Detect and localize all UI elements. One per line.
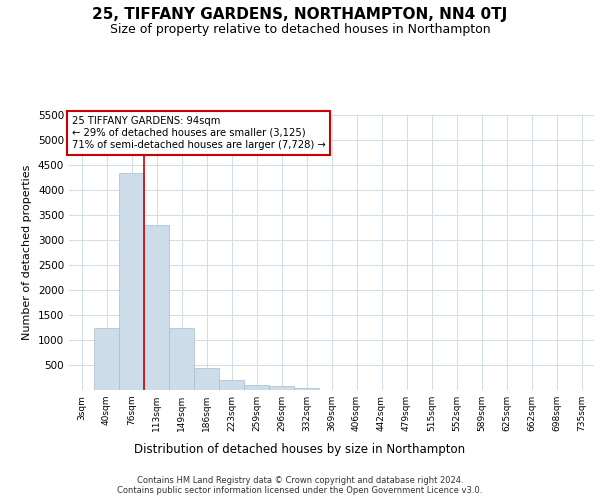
- Bar: [169, 328, 194, 390]
- Text: Size of property relative to detached houses in Northampton: Size of property relative to detached ho…: [110, 22, 490, 36]
- Bar: [119, 172, 144, 390]
- Bar: [194, 368, 219, 390]
- Text: Distribution of detached houses by size in Northampton: Distribution of detached houses by size …: [134, 442, 466, 456]
- Text: 25 TIFFANY GARDENS: 94sqm
← 29% of detached houses are smaller (3,125)
71% of se: 25 TIFFANY GARDENS: 94sqm ← 29% of detac…: [71, 116, 325, 150]
- Y-axis label: Number of detached properties: Number of detached properties: [22, 165, 32, 340]
- Bar: [269, 386, 294, 390]
- Bar: [244, 385, 269, 390]
- Bar: [294, 388, 319, 390]
- Bar: [94, 328, 119, 390]
- Bar: [219, 380, 244, 390]
- Bar: [144, 225, 169, 390]
- Text: Contains HM Land Registry data © Crown copyright and database right 2024.
Contai: Contains HM Land Registry data © Crown c…: [118, 476, 482, 495]
- Text: 25, TIFFANY GARDENS, NORTHAMPTON, NN4 0TJ: 25, TIFFANY GARDENS, NORTHAMPTON, NN4 0T…: [92, 8, 508, 22]
